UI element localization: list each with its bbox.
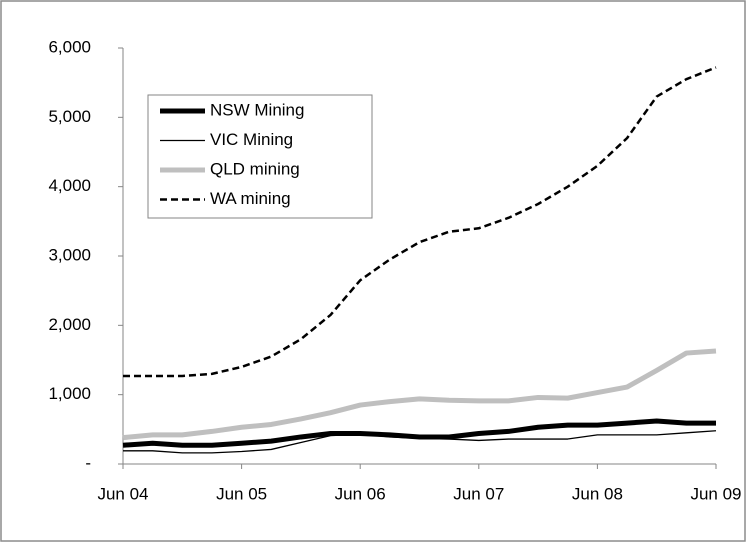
series-line <box>122 348 717 441</box>
x-tick-label: Jun 07 <box>453 484 504 503</box>
legend-label: VIC Mining <box>210 130 293 149</box>
series-line <box>123 430 717 454</box>
y-tick-label: 6,000 <box>48 37 91 56</box>
y-tick-label: - <box>85 453 91 472</box>
x-tick-label: Jun 05 <box>216 484 267 503</box>
y-tick-label: 1,000 <box>48 384 91 403</box>
legend-label: NSW Mining <box>210 100 304 119</box>
series-line <box>123 66 717 378</box>
legend-label: QLD mining <box>210 159 300 178</box>
legend-box <box>147 94 373 219</box>
x-tick-label: Jun 08 <box>572 484 623 503</box>
y-tick-label: 3,000 <box>48 245 91 264</box>
y-tick-label: 4,000 <box>48 176 91 195</box>
series-line <box>122 418 716 448</box>
x-tick-label: Jun 09 <box>690 484 741 503</box>
y-tick-label: 2,000 <box>48 315 91 334</box>
legend-label: WA mining <box>210 189 291 208</box>
x-tick-label: Jun 06 <box>335 484 386 503</box>
x-tick-label: Jun 04 <box>97 484 148 503</box>
y-tick-label: 5,000 <box>48 107 91 126</box>
